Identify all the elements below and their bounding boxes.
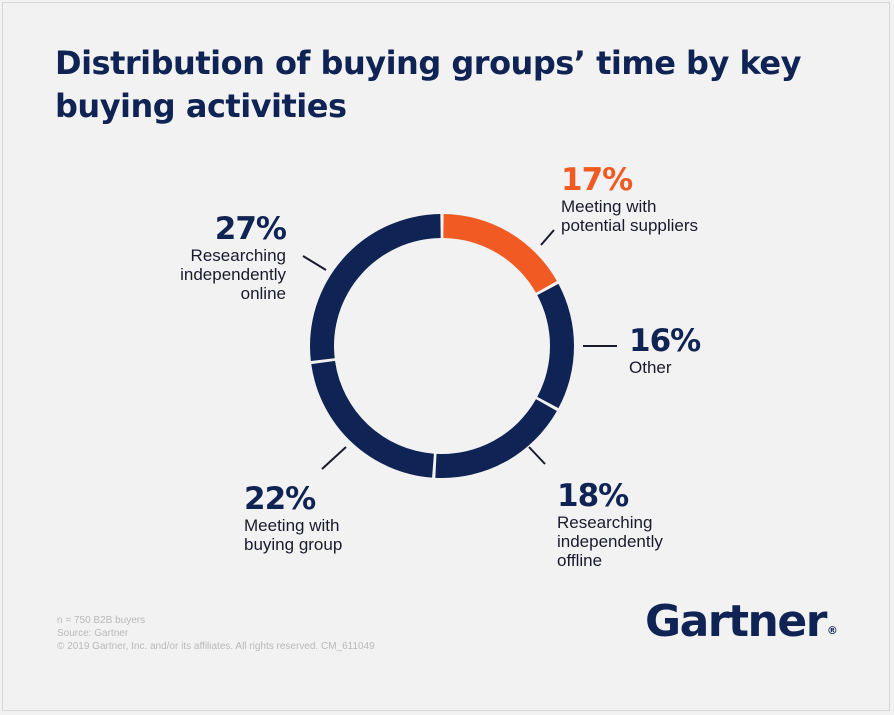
slice-label-suppliers-line2: potential suppliers (561, 216, 699, 235)
slice-online (310, 214, 441, 361)
leader-line-buying-group (321, 446, 347, 470)
slice-suppliers (443, 214, 557, 293)
slice-buying-group (311, 360, 434, 478)
slice-other (537, 283, 574, 409)
callout-suppliers: 17% Meeting with potential suppliers (561, 163, 698, 235)
slice-label-buying-group-line1: Meeting with (244, 516, 340, 535)
callout-buying-group: 22% Meeting with buying group (244, 482, 342, 554)
footnote: n = 750 B2B buyers Source: Gartner © 201… (57, 614, 375, 653)
gartner-logo: Gartner® (645, 596, 838, 647)
slice-value-other: 16% (629, 323, 701, 359)
slice-value-offline: 18% (557, 478, 629, 514)
leader-line-suppliers (540, 229, 555, 246)
slice-label-offline-line2: independently (557, 532, 663, 551)
slice-label-online-line1: Researching (190, 246, 286, 265)
slice-label-online-line3: online (240, 284, 286, 303)
slice-label-other: Other (629, 358, 672, 377)
slice-label-offline-line3: offline (557, 551, 603, 570)
chart-title: Distribution of buying groups’ time by k… (55, 44, 801, 125)
leader-line-online (302, 255, 327, 271)
slice-value-online: 27% (214, 211, 287, 247)
callout-other: 16% Other (629, 323, 701, 377)
gartner-logo-text: Gartner (645, 596, 827, 647)
slice-value-suppliers: 17% (561, 162, 633, 198)
registered-mark: ® (826, 624, 838, 637)
callout-online: 27% Researching independently online (130, 211, 287, 303)
callout-offline: 18% Researching independently offline (557, 479, 663, 570)
leader-line-offline (528, 446, 546, 465)
footnote-copyright: © 2019 Gartner, Inc. and/or its affiliat… (57, 641, 375, 652)
slice-offline (435, 399, 557, 478)
slice-label-buying-group-line2: buying group (244, 535, 343, 554)
slice-label-offline-line1: Researching (557, 513, 653, 532)
footnote-sample-size: n = 750 B2B buyers (57, 615, 146, 626)
slice-value-buying-group: 22% (244, 481, 316, 517)
slice-label-online-line2: independently (180, 265, 286, 284)
slice-label-suppliers-line1: Meeting with (561, 197, 657, 216)
footnote-source: Source: Gartner (57, 628, 129, 639)
